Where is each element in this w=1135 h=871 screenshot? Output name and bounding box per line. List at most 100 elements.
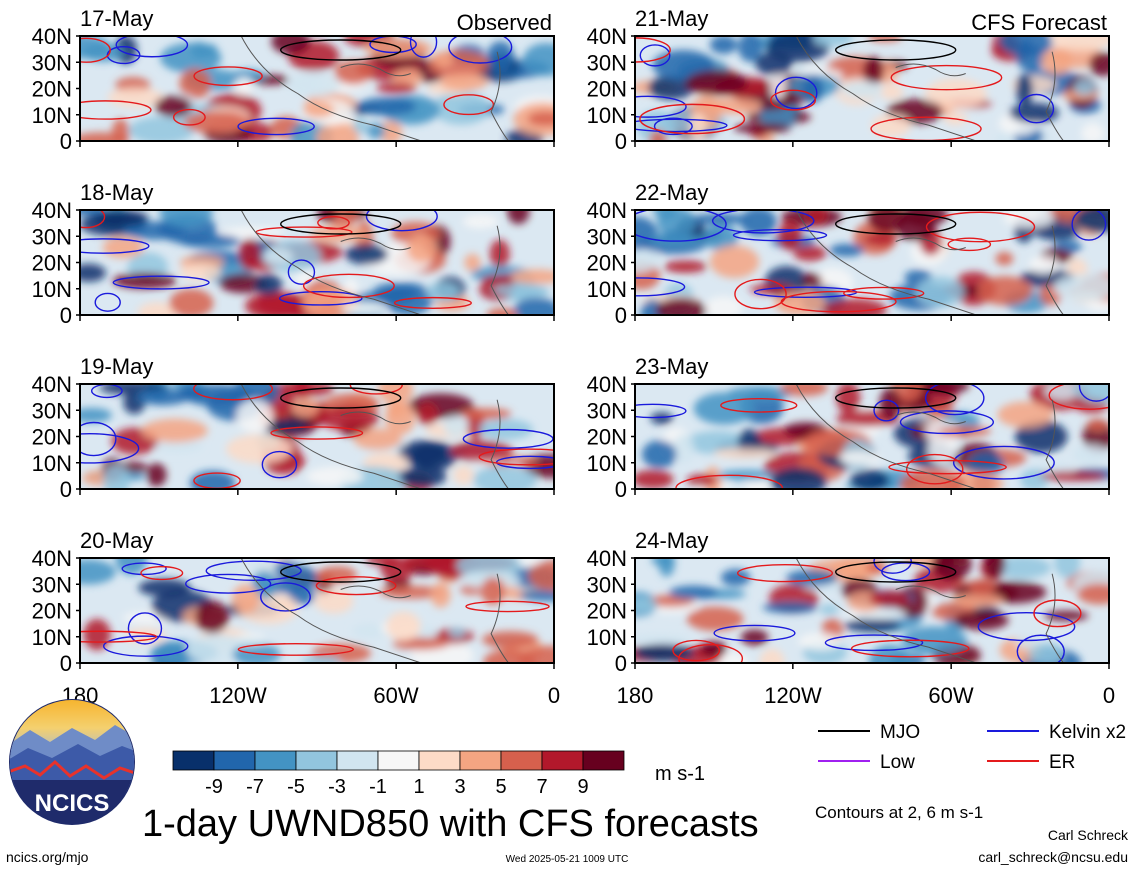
panel-date: 17-May [80, 6, 153, 31]
lat-tick-label: 30N [587, 572, 627, 597]
lat-tick-label: 40N [587, 198, 627, 223]
colorbar-swatch [377, 750, 420, 771]
lat-tick-label: 40N [587, 372, 627, 397]
main-title: 1-day UWND850 with CFS forecasts [142, 803, 759, 845]
panel-date: 20-May [80, 528, 153, 553]
colorbar-swatch [336, 750, 379, 771]
lat-tick-label: 20N [32, 425, 72, 450]
lat-tick-label: 10N [587, 103, 627, 128]
footer-url: ncics.org/mjo [6, 849, 89, 865]
contours-note: Contours at 2, 6 m s-1 [815, 803, 983, 822]
colorbar-label: -1 [369, 776, 387, 798]
lon-tick-label: 120W [764, 683, 822, 708]
lat-tick-label: 10N [32, 277, 72, 302]
colorbar-swatch [541, 750, 584, 771]
lat-tick-label: 30N [32, 398, 72, 423]
footer-author: Carl Schreck [1048, 827, 1129, 843]
wind-field [80, 558, 554, 663]
colorbar-label: 5 [495, 776, 506, 798]
wind-field [635, 210, 1109, 315]
lat-tick-label: 30N [587, 398, 627, 423]
lat-tick-label: 0 [615, 129, 627, 154]
logo-text: NCICS [35, 790, 110, 817]
colorbar-label: 3 [454, 776, 465, 798]
panel-tag: CFS Forecast [971, 10, 1107, 35]
panel-date: 19-May [80, 354, 153, 379]
lon-tick-label: 120W [209, 683, 267, 708]
colorbar-swatch [500, 750, 543, 771]
colorbar-swatch [213, 750, 256, 771]
lat-tick-label: 40N [587, 546, 627, 571]
lon-tick-label: 60W [928, 683, 973, 708]
footer-timestamp: Wed 2025-05-21 1009 UTC [506, 854, 629, 865]
colorbar-swatch [254, 750, 297, 771]
wind-field [80, 210, 554, 315]
lon-tick-label: 0 [1103, 683, 1115, 708]
lat-tick-label: 10N [587, 625, 627, 650]
ncics-logo: NCICS [9, 699, 135, 825]
lat-tick-label: 10N [32, 625, 72, 650]
colorbar-label: 1 [413, 776, 424, 798]
lat-tick-label: 0 [615, 477, 627, 502]
colorbar-label: 9 [577, 776, 588, 798]
wind-field [80, 36, 554, 141]
lon-tick-label: 180 [617, 683, 654, 708]
longitude-labels: 180 120W 60W 0 180 120W 60W 0 [62, 683, 1115, 708]
lat-tick-label: 20N [587, 425, 627, 450]
lat-tick-label: 40N [32, 372, 72, 397]
wind-field [635, 36, 1109, 141]
panel-date: 21-May [635, 6, 708, 31]
lat-tick-label: 30N [32, 50, 72, 75]
colorbar-label: -5 [287, 776, 305, 798]
lat-tick-label: 30N [587, 50, 627, 75]
lat-tick-label: 10N [587, 451, 627, 476]
panel-date: 22-May [635, 180, 708, 205]
colorbar-swatch [459, 750, 502, 771]
colorbar-swatch [582, 750, 625, 771]
lat-tick-label: 10N [32, 103, 72, 128]
wind-field [635, 558, 1109, 663]
legend-label: Low [880, 752, 915, 773]
lat-tick-label: 0 [60, 477, 72, 502]
colorbar-label: -7 [246, 776, 264, 798]
lon-tick-label: 0 [548, 683, 560, 708]
panel-tag: Observed [457, 10, 552, 35]
lat-tick-label: 20N [32, 77, 72, 102]
lat-tick-label: 20N [587, 77, 627, 102]
lat-tick-label: 40N [32, 24, 72, 49]
panel-date: 18-May [80, 180, 153, 205]
legend: MJO Kelvin x2 Low ER [818, 722, 1126, 773]
lat-tick-label: 40N [587, 24, 627, 49]
panel-date: 24-May [635, 528, 708, 553]
wind-field [635, 384, 1109, 489]
footer-email: carl_schreck@ncsu.edu [978, 849, 1128, 865]
lat-tick-label: 40N [32, 198, 72, 223]
colorbar-label: -3 [328, 776, 346, 798]
lat-tick-label: 10N [587, 277, 627, 302]
wind-field [80, 384, 554, 489]
legend-label: MJO [880, 722, 920, 743]
lat-tick-label: 20N [32, 599, 72, 624]
lat-tick-label: 20N [587, 251, 627, 276]
colorbar-units: m s-1 [655, 763, 705, 785]
colorbar-swatch [172, 750, 215, 771]
lat-tick-label: 20N [32, 251, 72, 276]
lat-tick-label: 30N [32, 572, 72, 597]
panel-date: 23-May [635, 354, 708, 379]
lon-tick-label: 60W [373, 683, 418, 708]
lat-tick-label: 0 [60, 651, 72, 676]
colorbar-swatch [295, 750, 338, 771]
lat-tick-label: 0 [60, 303, 72, 328]
lat-tick-label: 30N [587, 224, 627, 249]
colorbar-label: 7 [536, 776, 547, 798]
